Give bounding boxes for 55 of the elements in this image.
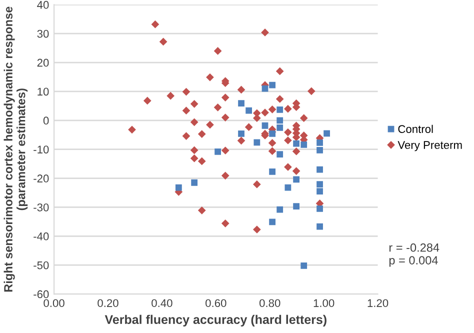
y-tick-label: -20 xyxy=(34,174,49,182)
y-tick-label: 20 xyxy=(37,58,49,67)
point xyxy=(276,151,284,158)
point xyxy=(300,262,308,269)
point xyxy=(284,184,292,191)
x-tick-label: 0.00 xyxy=(44,299,64,308)
point xyxy=(269,168,276,175)
legend-label: Very Preterm xyxy=(398,141,462,152)
y-tick-label: 40 xyxy=(37,0,49,9)
point xyxy=(316,166,323,173)
point xyxy=(293,140,300,147)
point xyxy=(276,124,284,131)
point xyxy=(316,205,323,212)
y-tick-label: -40 xyxy=(34,232,49,240)
y-tick-label: 30 xyxy=(37,30,49,38)
point xyxy=(175,184,182,191)
y-tick-label: -50 xyxy=(34,261,49,270)
point xyxy=(269,218,276,226)
legend-label: Control xyxy=(398,124,433,134)
y-tick-label: 10 xyxy=(38,88,49,96)
point xyxy=(316,223,323,230)
point xyxy=(324,130,330,137)
point xyxy=(293,203,300,210)
x-tick-label: 1.20 xyxy=(368,299,388,308)
point xyxy=(269,130,276,137)
point xyxy=(316,147,323,154)
text: r = -0.284 p = 0.004 xyxy=(389,243,440,267)
point xyxy=(246,107,252,114)
point xyxy=(276,206,284,213)
point xyxy=(316,188,323,195)
point xyxy=(316,140,323,146)
y-tick-label: -60 xyxy=(34,290,49,298)
y-axis-title: Right sensorimotor cortex hemodynamic response (parameter estimates) xyxy=(4,6,28,292)
point xyxy=(238,100,244,107)
point xyxy=(254,139,260,146)
y-tick-label: 0 xyxy=(43,116,49,125)
point xyxy=(293,176,300,183)
x-axis-title: Verbal fluency accuracy (hard letters) xyxy=(104,314,326,326)
point xyxy=(276,106,284,113)
point xyxy=(276,117,284,124)
x-tick-label: 0.80 xyxy=(259,299,280,308)
x-tick-label: 0.20 xyxy=(98,299,118,308)
x-tick-label: 1.00 xyxy=(314,299,334,308)
y-tick-label: -10 xyxy=(34,146,49,154)
point xyxy=(316,181,323,188)
point xyxy=(300,142,308,148)
point xyxy=(214,148,221,155)
x-tick-label: 0.60 xyxy=(206,299,226,308)
y-tick-label: -30 xyxy=(34,203,49,212)
point xyxy=(262,122,268,129)
point xyxy=(262,85,268,92)
point xyxy=(238,130,244,137)
point xyxy=(269,82,276,88)
point xyxy=(191,179,198,186)
x-tick-label: 0.40 xyxy=(152,299,172,308)
